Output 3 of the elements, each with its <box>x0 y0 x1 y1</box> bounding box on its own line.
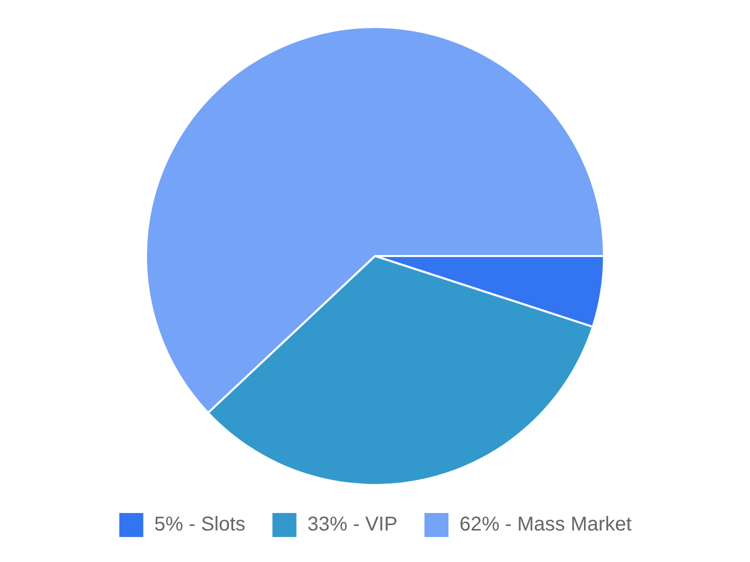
legend-label: 5% - Slots <box>154 514 246 536</box>
legend-label: 62% - Mass Market <box>459 514 632 536</box>
legend-label: 33% - VIP <box>307 514 398 536</box>
